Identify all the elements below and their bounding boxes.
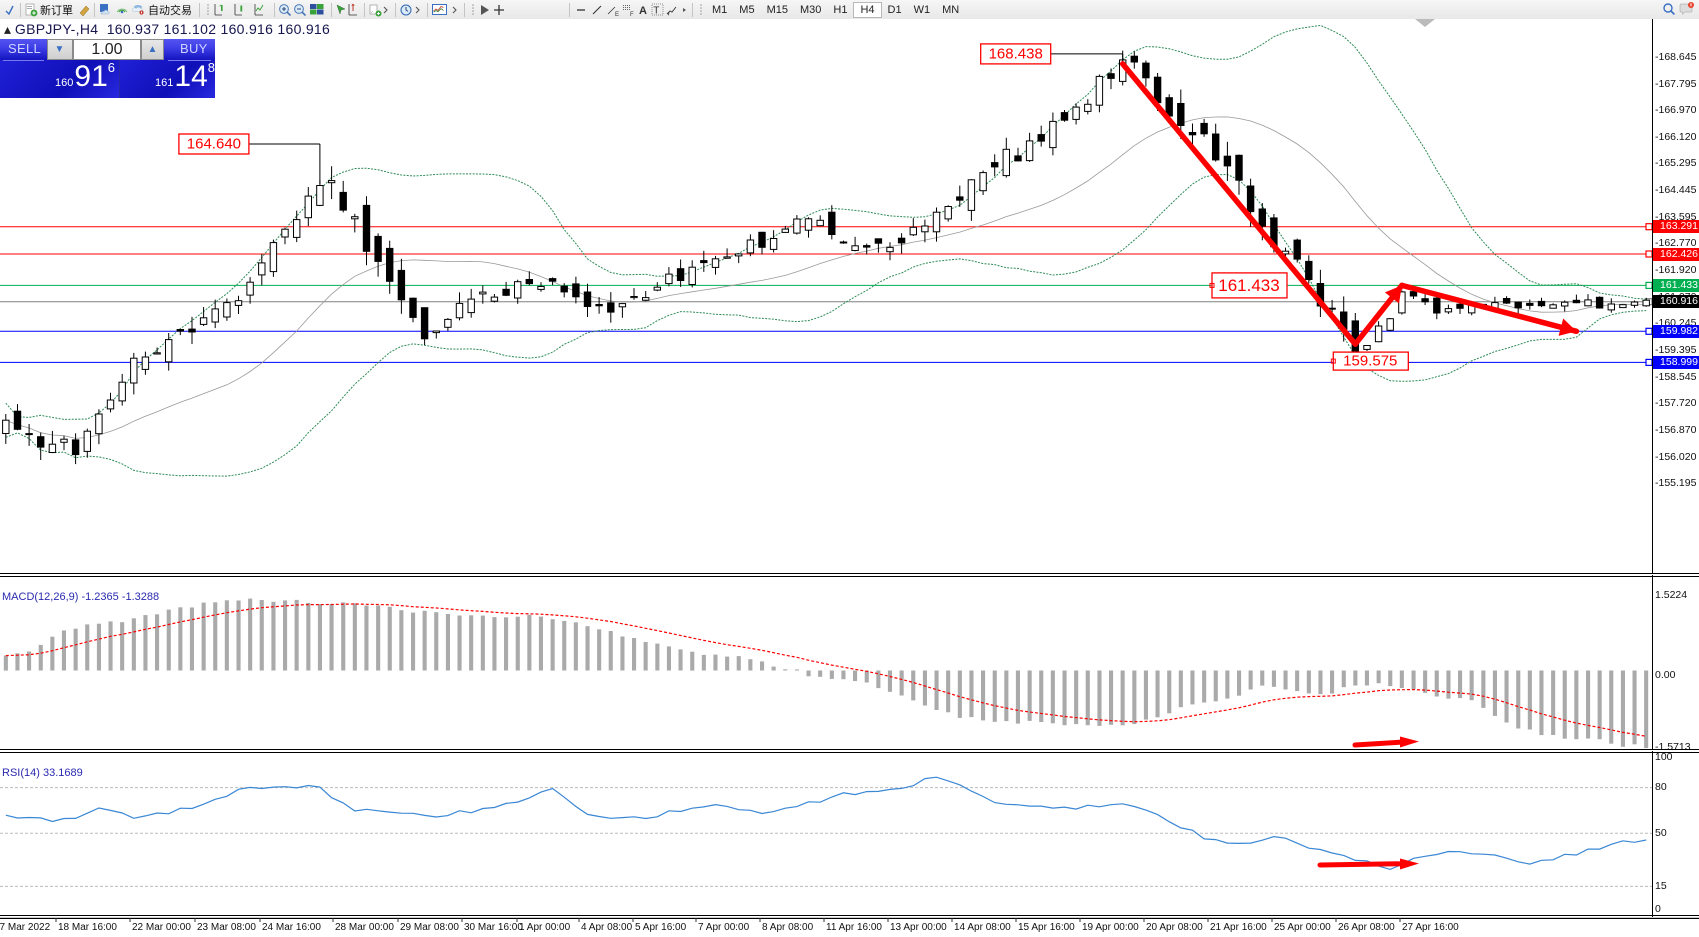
svg-text:161.433: 161.433 [1218, 276, 1279, 295]
svg-text:164.640: 164.640 [187, 136, 241, 153]
svg-text:168.438: 168.438 [989, 45, 1043, 62]
svg-text:A: A [639, 5, 647, 17]
svg-text:159.575: 159.575 [1343, 353, 1397, 370]
svg-text:T: T [653, 5, 659, 16]
svg-text:E: E [615, 12, 619, 17]
svg-text:F: F [630, 12, 634, 17]
